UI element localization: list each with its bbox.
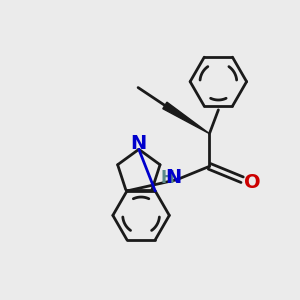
- Text: N: N: [165, 168, 181, 188]
- Text: O: O: [244, 172, 261, 192]
- Polygon shape: [163, 102, 209, 134]
- Text: H: H: [161, 169, 175, 187]
- Text: N: N: [131, 134, 147, 153]
